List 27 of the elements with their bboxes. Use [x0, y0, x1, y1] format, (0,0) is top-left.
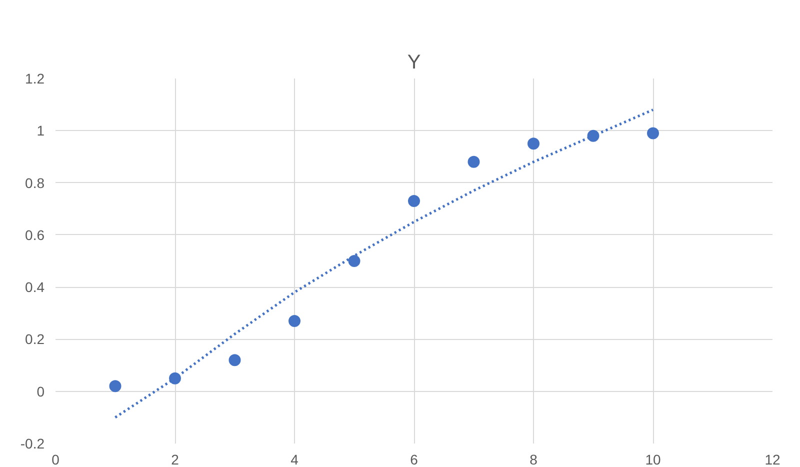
- point: [647, 127, 659, 140]
- point: [528, 138, 540, 150]
- y-tick-label: 0.8: [25, 174, 45, 191]
- point: [109, 380, 122, 392]
- x-tick-label: 12: [764, 452, 780, 467]
- x-tick-label: 10: [645, 452, 661, 467]
- x-tick-label: 6: [410, 452, 418, 467]
- point: [348, 255, 360, 267]
- line-series: [114, 108, 654, 419]
- x-tick-label: 8: [530, 452, 538, 467]
- point: [408, 195, 420, 208]
- x-tick-label: 0: [52, 452, 60, 467]
- y-tick-label: 1: [36, 122, 45, 139]
- point: [468, 156, 480, 168]
- point: [169, 372, 181, 384]
- y-tick-label: 0.6: [25, 226, 45, 243]
- y-tick-label: 0.4: [25, 279, 45, 296]
- x-tick-label: 4: [290, 452, 299, 467]
- y-tick-label: 0: [36, 383, 45, 400]
- point: [587, 130, 600, 142]
- y-tick-label: -0.2: [20, 436, 45, 452]
- x-tick-label: 2: [171, 452, 180, 467]
- point: [288, 314, 300, 327]
- point: [228, 354, 241, 366]
- y-tick-label: 1.2: [25, 70, 45, 86]
- y-tick-label: 0.2: [25, 331, 45, 348]
- chart-title: Y: [407, 52, 421, 74]
